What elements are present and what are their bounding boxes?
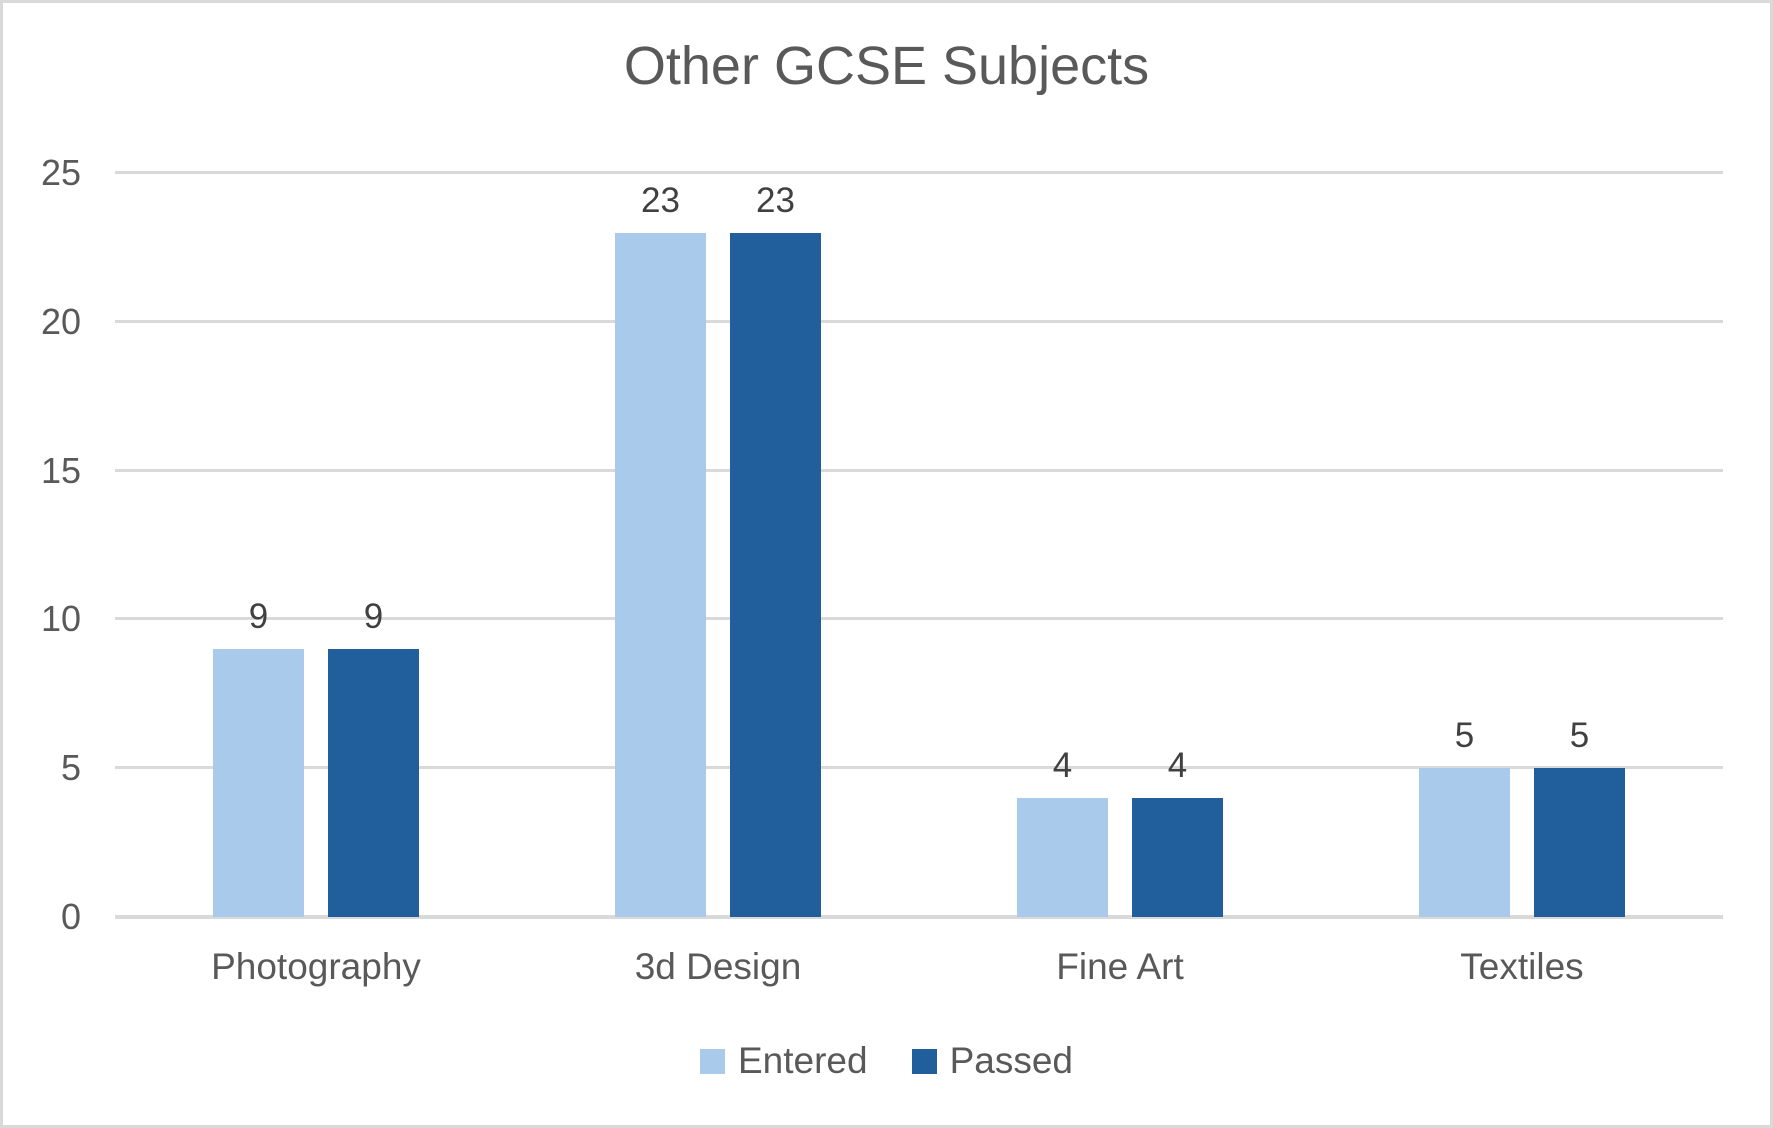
bar-column: 9 [328,173,419,917]
plot-area: 0 5 10 15 20 25 9 9 23 23 4 4 5 5 [41,155,1723,935]
category-label: 3d Design [634,946,802,987]
bar-entered[interactable] [615,232,706,917]
legend-label: Entered [737,1040,868,1081]
bar-column: 5 [1419,173,1510,917]
bars-layer: 9 9 23 23 4 4 5 5 [115,173,1723,917]
legend: Entered Passed [3,1039,1770,1083]
bar-passed[interactable] [730,232,821,917]
y-tick-label: 0 [60,896,81,937]
gridline [115,766,1723,770]
bar-column: 5 [1534,173,1625,917]
category-axis: Photography 3d Design Fine Art Textiles [115,945,1723,989]
bar-entered[interactable] [1419,768,1510,917]
gridline [115,171,1723,174]
bar-entered[interactable] [1017,797,1108,917]
bar-column: 4 [1132,173,1223,917]
data-label: 23 [756,180,795,220]
y-tick-label: 20 [40,300,81,342]
bar-passed[interactable] [328,649,419,917]
legend-label: Passed [949,1040,1073,1081]
data-label: 5 [1454,716,1475,756]
data-label: 4 [1167,745,1188,785]
bar-group: 23 23 [517,173,919,917]
data-label: 23 [641,180,680,220]
gridline [115,319,1723,323]
data-label: 9 [248,597,269,637]
data-label: 5 [1569,716,1590,756]
data-label: 9 [363,597,384,637]
legend-swatch [699,1048,725,1074]
gridline [115,468,1723,472]
bar-passed[interactable] [1534,768,1625,917]
bar-passed[interactable] [1132,797,1223,917]
gridline [115,617,1723,621]
y-tick-label: 5 [60,747,81,789]
bar-column: 23 [730,173,821,917]
bar-column: 4 [1017,173,1108,917]
data-label: 4 [1052,745,1073,785]
legend-item-entered[interactable]: Entered [699,1039,868,1083]
category-label: Photography [211,946,421,987]
chart-title: Other GCSE Subjects [623,36,1150,96]
category-label: Fine Art [1056,946,1184,987]
bar-column: 9 [213,173,304,917]
y-tick-label: 25 [40,152,81,193]
y-tick-label: 10 [40,598,81,640]
bar-column: 23 [615,173,706,917]
legend-swatch [911,1048,937,1074]
x-axis-line [115,915,1723,919]
y-tick-label: 15 [40,449,81,491]
legend-item-passed[interactable]: Passed [911,1039,1073,1083]
category-label: Textiles [1460,946,1584,987]
bar-entered[interactable] [213,649,304,917]
